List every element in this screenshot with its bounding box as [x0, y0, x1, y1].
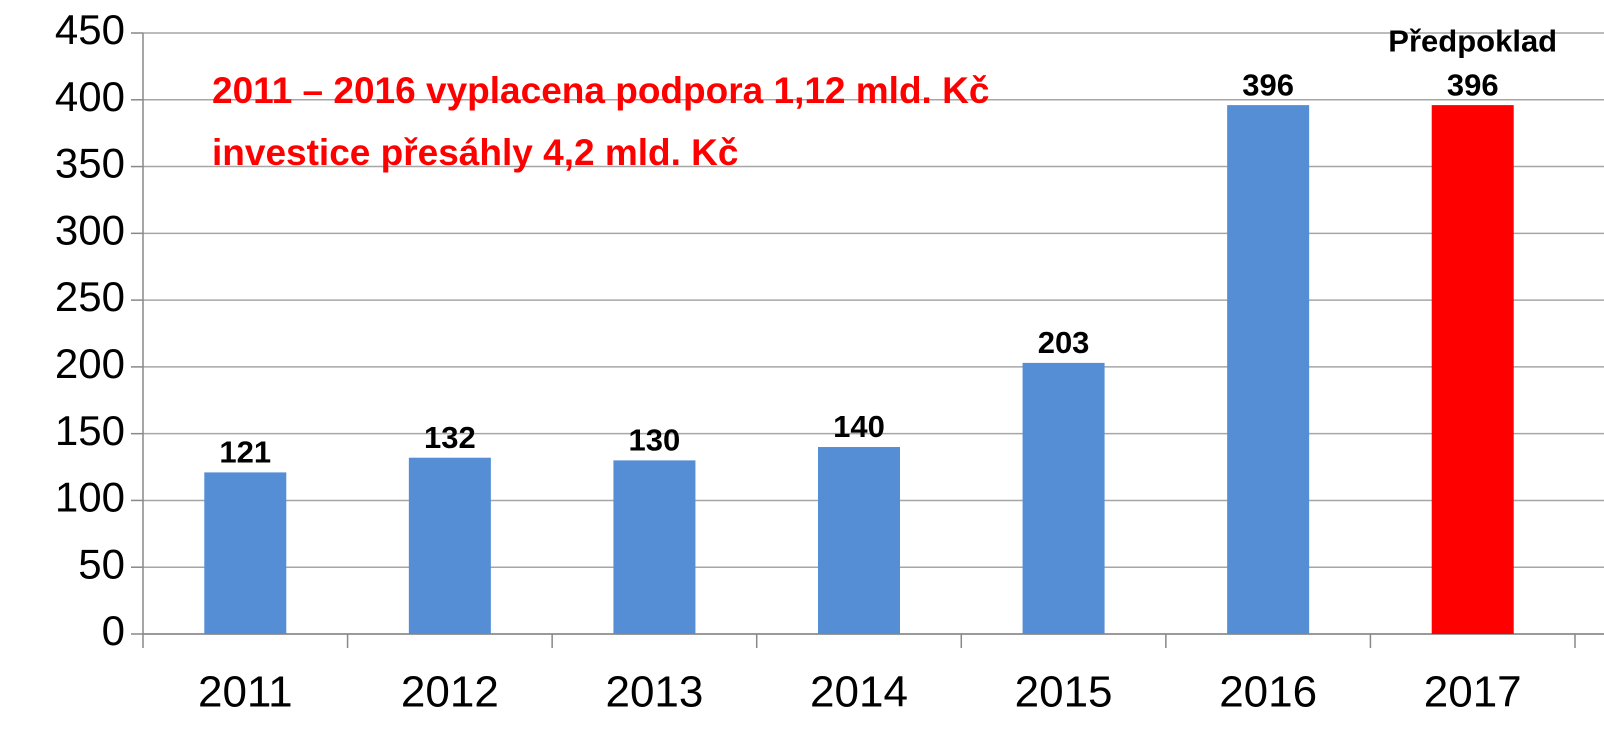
x-tick-label: 2016 — [1219, 668, 1317, 717]
x-tick-label: 2017 — [1424, 668, 1522, 717]
bar — [1431, 105, 1514, 635]
annotation: investice přesáhly 4,2 mld. Kč — [212, 132, 738, 173]
y-tick-label: 50 — [78, 540, 125, 587]
bar — [818, 447, 900, 634]
y-tick-label: 0 — [102, 607, 125, 654]
x-tick-label: 2012 — [401, 668, 499, 717]
y-tick-label: 150 — [55, 407, 125, 454]
bar — [408, 457, 491, 634]
y-tick-label: 400 — [55, 73, 125, 120]
y-tick-label: 300 — [55, 206, 125, 253]
data-label: 121 — [219, 435, 271, 470]
annotation: 2011 – 2016 vyplacena podpora 1,12 mld. … — [212, 70, 989, 111]
x-tick-label: 2014 — [810, 668, 908, 717]
bar — [613, 460, 696, 634]
bar-note: Předpoklad — [1388, 23, 1557, 58]
y-tick-label: 100 — [55, 474, 125, 521]
y-tick-label: 450 — [55, 6, 125, 53]
data-label: 396 — [1242, 67, 1294, 102]
x-tick-label: 2013 — [605, 668, 703, 717]
bar — [204, 472, 287, 634]
bar — [1022, 362, 1105, 634]
y-tick-label: 250 — [55, 273, 125, 320]
y-tick-label: 350 — [55, 140, 125, 187]
y-tick-label: 200 — [55, 340, 125, 387]
data-label: 396 — [1447, 67, 1499, 102]
data-label: 132 — [424, 420, 476, 455]
data-label: 203 — [1038, 325, 1090, 360]
data-label: 130 — [629, 423, 681, 458]
data-label: 140 — [833, 409, 885, 444]
x-tick-label: 2015 — [1015, 668, 1113, 717]
x-tick-label: 2011 — [198, 668, 293, 717]
bar — [1227, 105, 1310, 635]
